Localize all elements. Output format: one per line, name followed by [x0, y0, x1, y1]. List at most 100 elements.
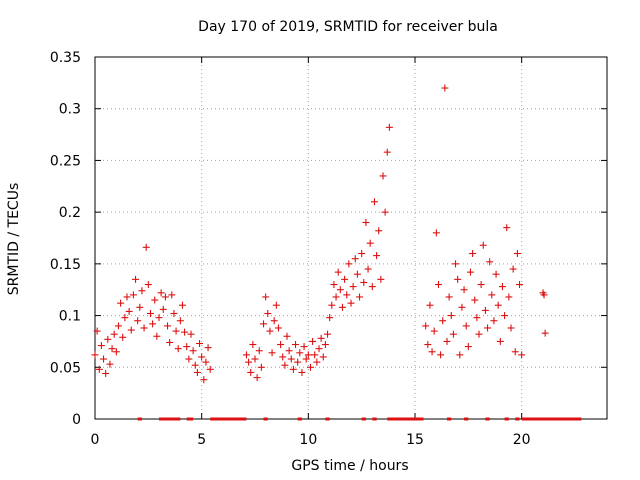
- y-tick-label: 0: [72, 412, 81, 428]
- data-point: [132, 275, 140, 283]
- data-point: [114, 322, 122, 330]
- data-point: [121, 314, 129, 322]
- data-point: [336, 286, 344, 294]
- data-point: [509, 265, 517, 273]
- data-point: [191, 361, 199, 369]
- data-point: [462, 322, 470, 330]
- data-point: [251, 355, 259, 363]
- data-point: [460, 286, 468, 294]
- data-point: [204, 344, 212, 352]
- data-point: [513, 250, 521, 258]
- data-point: [200, 376, 208, 384]
- x-tick-label: 5: [197, 432, 206, 448]
- data-point: [298, 368, 306, 376]
- data-point: [484, 324, 492, 332]
- data-point: [277, 341, 285, 349]
- data-point: [245, 358, 253, 366]
- x-tick-label: 10: [299, 432, 317, 448]
- data-point: [452, 260, 460, 268]
- data-point: [185, 355, 193, 363]
- x-tick-label: 15: [406, 432, 424, 448]
- data-point: [447, 312, 455, 320]
- data-point: [292, 341, 300, 349]
- data-point: [262, 293, 270, 301]
- data-point: [249, 341, 257, 349]
- data-point: [198, 353, 206, 361]
- data-point: [379, 172, 387, 180]
- data-point: [424, 341, 432, 349]
- data-point: [285, 347, 293, 355]
- data-point: [319, 353, 327, 361]
- data-point: [166, 338, 174, 346]
- data-point: [496, 337, 504, 345]
- data-point: [490, 317, 498, 325]
- data-point: [449, 330, 457, 338]
- data-point: [516, 281, 524, 289]
- chart-title: Day 170 of 2019, SRMTID for receiver bul…: [198, 19, 498, 35]
- x-tick-label: 20: [513, 432, 531, 448]
- data-point: [443, 337, 451, 345]
- data-point: [332, 293, 340, 301]
- y-axis-label: SRMTID / TECUs: [6, 183, 22, 296]
- data-point: [255, 347, 263, 355]
- data-point: [91, 351, 99, 359]
- data-point: [264, 310, 272, 318]
- data-point: [492, 270, 500, 278]
- data-point: [358, 250, 366, 258]
- data-point: [430, 327, 438, 335]
- data-point: [123, 293, 131, 301]
- axis-ticks: [94, 56, 607, 420]
- data-point: [93, 327, 101, 335]
- data-point: [377, 275, 385, 283]
- data-point: [481, 306, 489, 314]
- data-point: [360, 278, 368, 286]
- data-point: [317, 334, 325, 342]
- data-point: [274, 324, 282, 332]
- data-point: [159, 305, 167, 313]
- data-point: [362, 218, 370, 226]
- data-point: [434, 281, 442, 289]
- data-point: [144, 281, 152, 289]
- data-point: [189, 347, 197, 355]
- data-point: [127, 326, 135, 334]
- data-point: [142, 243, 150, 251]
- data-point: [95, 365, 103, 373]
- data-point: [149, 320, 157, 328]
- data-point: [300, 343, 308, 351]
- data-point: [172, 327, 180, 335]
- data-point: [304, 351, 312, 359]
- data-point: [247, 368, 255, 376]
- data-point: [370, 198, 378, 206]
- grid-lines: [95, 57, 607, 419]
- data-point: [353, 270, 361, 278]
- data-point: [503, 224, 511, 232]
- data-point: [445, 293, 453, 301]
- data-point: [136, 303, 144, 311]
- x-axis-label: GPS time / hours: [291, 458, 408, 474]
- data-point: [281, 361, 289, 369]
- data-point: [170, 310, 178, 318]
- data-point: [505, 293, 513, 301]
- data-point: [426, 301, 434, 309]
- data-point: [306, 363, 314, 371]
- data-point: [253, 374, 261, 382]
- data-point: [140, 324, 148, 332]
- data-point: [178, 301, 186, 309]
- data-point: [486, 258, 494, 266]
- plot-frame: [94, 56, 608, 420]
- data-point: [187, 330, 195, 338]
- data-point: [283, 332, 291, 340]
- data-point: [119, 333, 127, 341]
- data-point: [321, 341, 329, 349]
- data-point: [287, 355, 295, 363]
- data-point: [368, 283, 376, 291]
- data-point: [422, 322, 430, 330]
- data-point: [343, 291, 351, 299]
- data-point: [206, 365, 214, 373]
- data-point: [511, 348, 519, 356]
- data-point: [356, 293, 364, 301]
- data-point: [161, 293, 169, 301]
- data-point: [456, 351, 464, 359]
- data-point: [296, 349, 304, 357]
- data-point: [454, 275, 462, 283]
